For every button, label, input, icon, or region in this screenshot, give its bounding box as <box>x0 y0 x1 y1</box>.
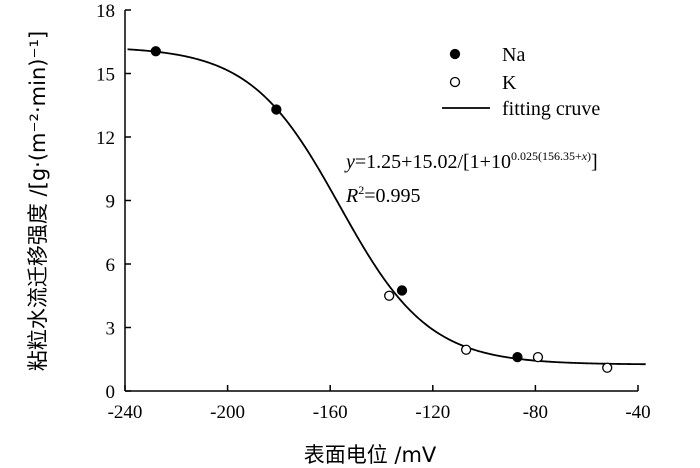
equation-exponent-close: ) <box>587 149 591 163</box>
equation-exponent: 0.025(156.35+ <box>511 149 582 163</box>
fit-curve-layer <box>127 48 646 366</box>
legend-label-k: K <box>502 72 517 94</box>
legend-marker-k <box>449 76 461 88</box>
data-point-na <box>396 285 408 296</box>
x-tick-label: -80 <box>523 402 548 423</box>
y-tick-label: 18 <box>96 1 115 22</box>
x-axis-title: 表面电位 /mV <box>304 443 437 467</box>
x-tick-label: -200 <box>210 402 245 423</box>
data-point-na <box>150 46 161 57</box>
y-tick-label: 3 <box>106 319 116 340</box>
y-axis-title: 粘粒水流迁移强度 /[g·(m⁻²·min)⁻¹] <box>26 31 50 371</box>
legend: Na K fitting cruve <box>442 44 600 120</box>
r2-r: R <box>345 185 358 207</box>
fit-equation: y=1.25+15.02/[1+100.025(156.35+x)] <box>344 149 598 173</box>
equation-body: =1.25+15.02/[1+10 <box>355 151 511 173</box>
legend-marker-na <box>449 48 461 60</box>
r2-sup: 2 <box>358 183 364 197</box>
y-tick-label: 0 <box>106 382 116 403</box>
x-tick-label: -120 <box>415 402 450 423</box>
x-tick-label: -160 <box>313 402 348 423</box>
y-tick-label: 15 <box>96 65 115 86</box>
equation-exponent-var: x <box>581 149 588 163</box>
data-point-na <box>512 351 523 363</box>
legend-label-na: Na <box>502 44 525 66</box>
x-tick-label: -240 <box>108 402 143 423</box>
fit-curve <box>127 48 646 366</box>
x-tick-label: -40 <box>625 402 650 423</box>
data-points <box>150 46 613 373</box>
data-point-k <box>384 290 395 301</box>
y-tick-label: 12 <box>96 128 115 149</box>
y-tick-label: 9 <box>106 192 116 213</box>
data-point-na <box>271 104 282 115</box>
equation-y: y <box>344 151 355 173</box>
data-point-k <box>460 344 472 355</box>
legend-label-fit: fitting cruve <box>502 98 600 120</box>
data-point-k <box>602 362 613 373</box>
data-point-k <box>532 351 544 363</box>
r-squared: R2=0.995 <box>345 183 421 207</box>
r2-value: =0.995 <box>364 185 420 207</box>
equation-close: ] <box>591 151 598 173</box>
y-tick-label: 6 <box>106 255 116 276</box>
axes: -240 -200 -160 -120 -80 -40 0 3 6 9 12 15 18 <box>96 1 651 423</box>
